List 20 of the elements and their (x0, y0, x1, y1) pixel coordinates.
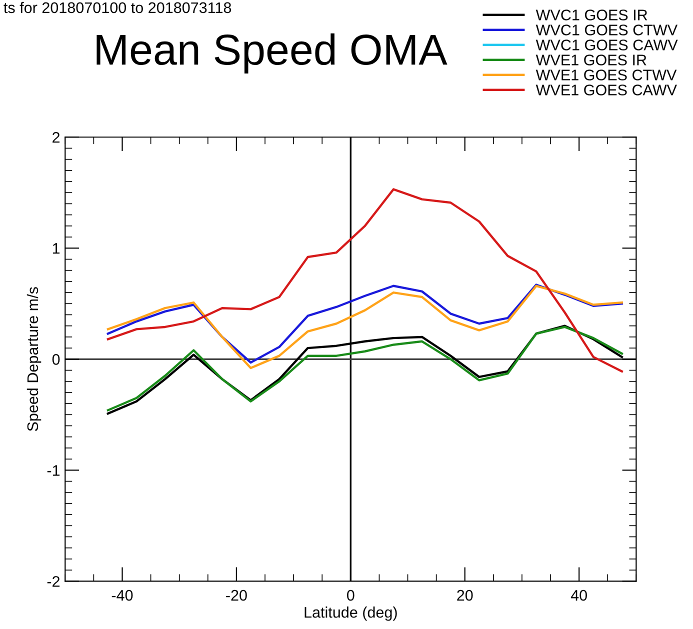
legend-label: WVC1 GOES CAWV (536, 40, 678, 50)
y-tick-label: 2 (52, 132, 60, 143)
y-tick-label: -1 (47, 465, 60, 476)
legend-label: WVE1 GOES IR (536, 54, 646, 66)
x-tick-label: -40 (112, 590, 133, 601)
legend-label: WVE1 GOES CAWV (536, 84, 677, 96)
x-axis-title: Latitude (deg) (304, 606, 397, 621)
y-tick-label: 1 (52, 243, 60, 254)
chart-title: Mean Speed OMA (96, 33, 448, 74)
x-tick-label: -20 (226, 590, 247, 601)
legend-label: WVC1 GOES CTWV (536, 24, 678, 36)
y-tick-label: 0 (52, 354, 60, 365)
x-tick-label: 20 (457, 590, 473, 601)
text: ts for 2018070100 to 2018073118 (4, 2, 232, 14)
y-axis-title: Speed Departure m/s (26, 287, 42, 432)
legend-label: WVE1 GOES CTWV (536, 70, 677, 80)
y-tick-label: -2 (47, 576, 60, 587)
legend-label: WVC1 GOES IR (536, 10, 648, 20)
x-tick-label: 40 (570, 590, 587, 601)
x-tick-label: 0 (347, 590, 354, 601)
